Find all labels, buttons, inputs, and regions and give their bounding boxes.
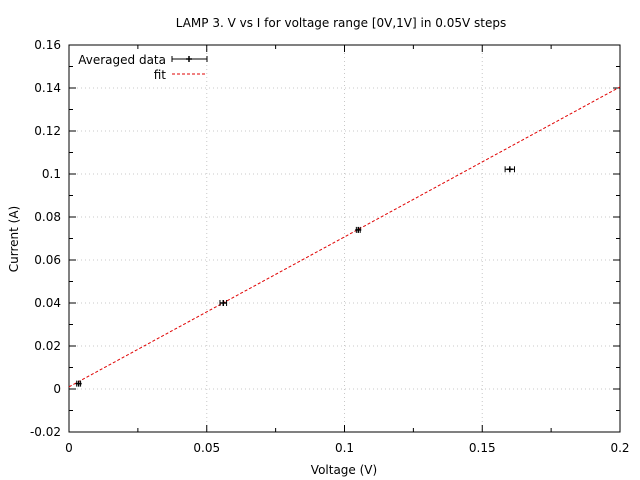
legend-symbol-averaged-data: [171, 56, 208, 62]
data-point: [504, 166, 515, 173]
data-point: [219, 300, 228, 306]
x-tick-label: 0.15: [469, 441, 496, 455]
x-tick-label: 0.1: [335, 441, 354, 455]
y-tick-labels: -0.02 0 0.02 0.04 0.06 0.08 0.1 0.12 0.14 0.16: [30, 38, 61, 439]
y-tick-label: 0.02: [34, 339, 61, 353]
x-axis-title: Voltage (V): [311, 463, 377, 477]
data-point: [355, 226, 362, 233]
x-tick-label: 0: [65, 441, 73, 455]
y-tick-label: 0.1: [42, 167, 61, 181]
data-point: [75, 380, 82, 387]
y-tick-label: 0.14: [34, 81, 61, 95]
y-tick-label: 0.04: [34, 296, 61, 310]
y-tick-label: 0.16: [34, 38, 61, 52]
chart-title: LAMP 3. V vs I for voltage range [0V,1V]…: [176, 16, 506, 30]
y-tick-label: 0.12: [34, 124, 61, 138]
fit-series: [68, 86, 621, 388]
grid-lines: [69, 45, 620, 432]
y-tick-label: 0: [53, 382, 61, 396]
y-tick-label: 0.06: [34, 253, 61, 267]
y-tick-label: -0.02: [30, 425, 61, 439]
axis-ticks: [68, 44, 621, 433]
x-tick-labels: 0 0.05 0.1 0.15 0.2: [65, 441, 629, 455]
y-tick-label: 0.08: [34, 210, 61, 224]
x-tick-label: 0.2: [610, 441, 629, 455]
legend-label-fit: fit: [154, 68, 167, 82]
y-axis-title: Current (A): [7, 206, 21, 272]
averaged-data-series: [75, 166, 515, 387]
x-tick-label: 0.05: [193, 441, 220, 455]
fit-line: [68, 86, 621, 388]
legend-label-averaged-data: Averaged data: [78, 53, 166, 67]
legend: Averaged data fit: [78, 53, 208, 82]
